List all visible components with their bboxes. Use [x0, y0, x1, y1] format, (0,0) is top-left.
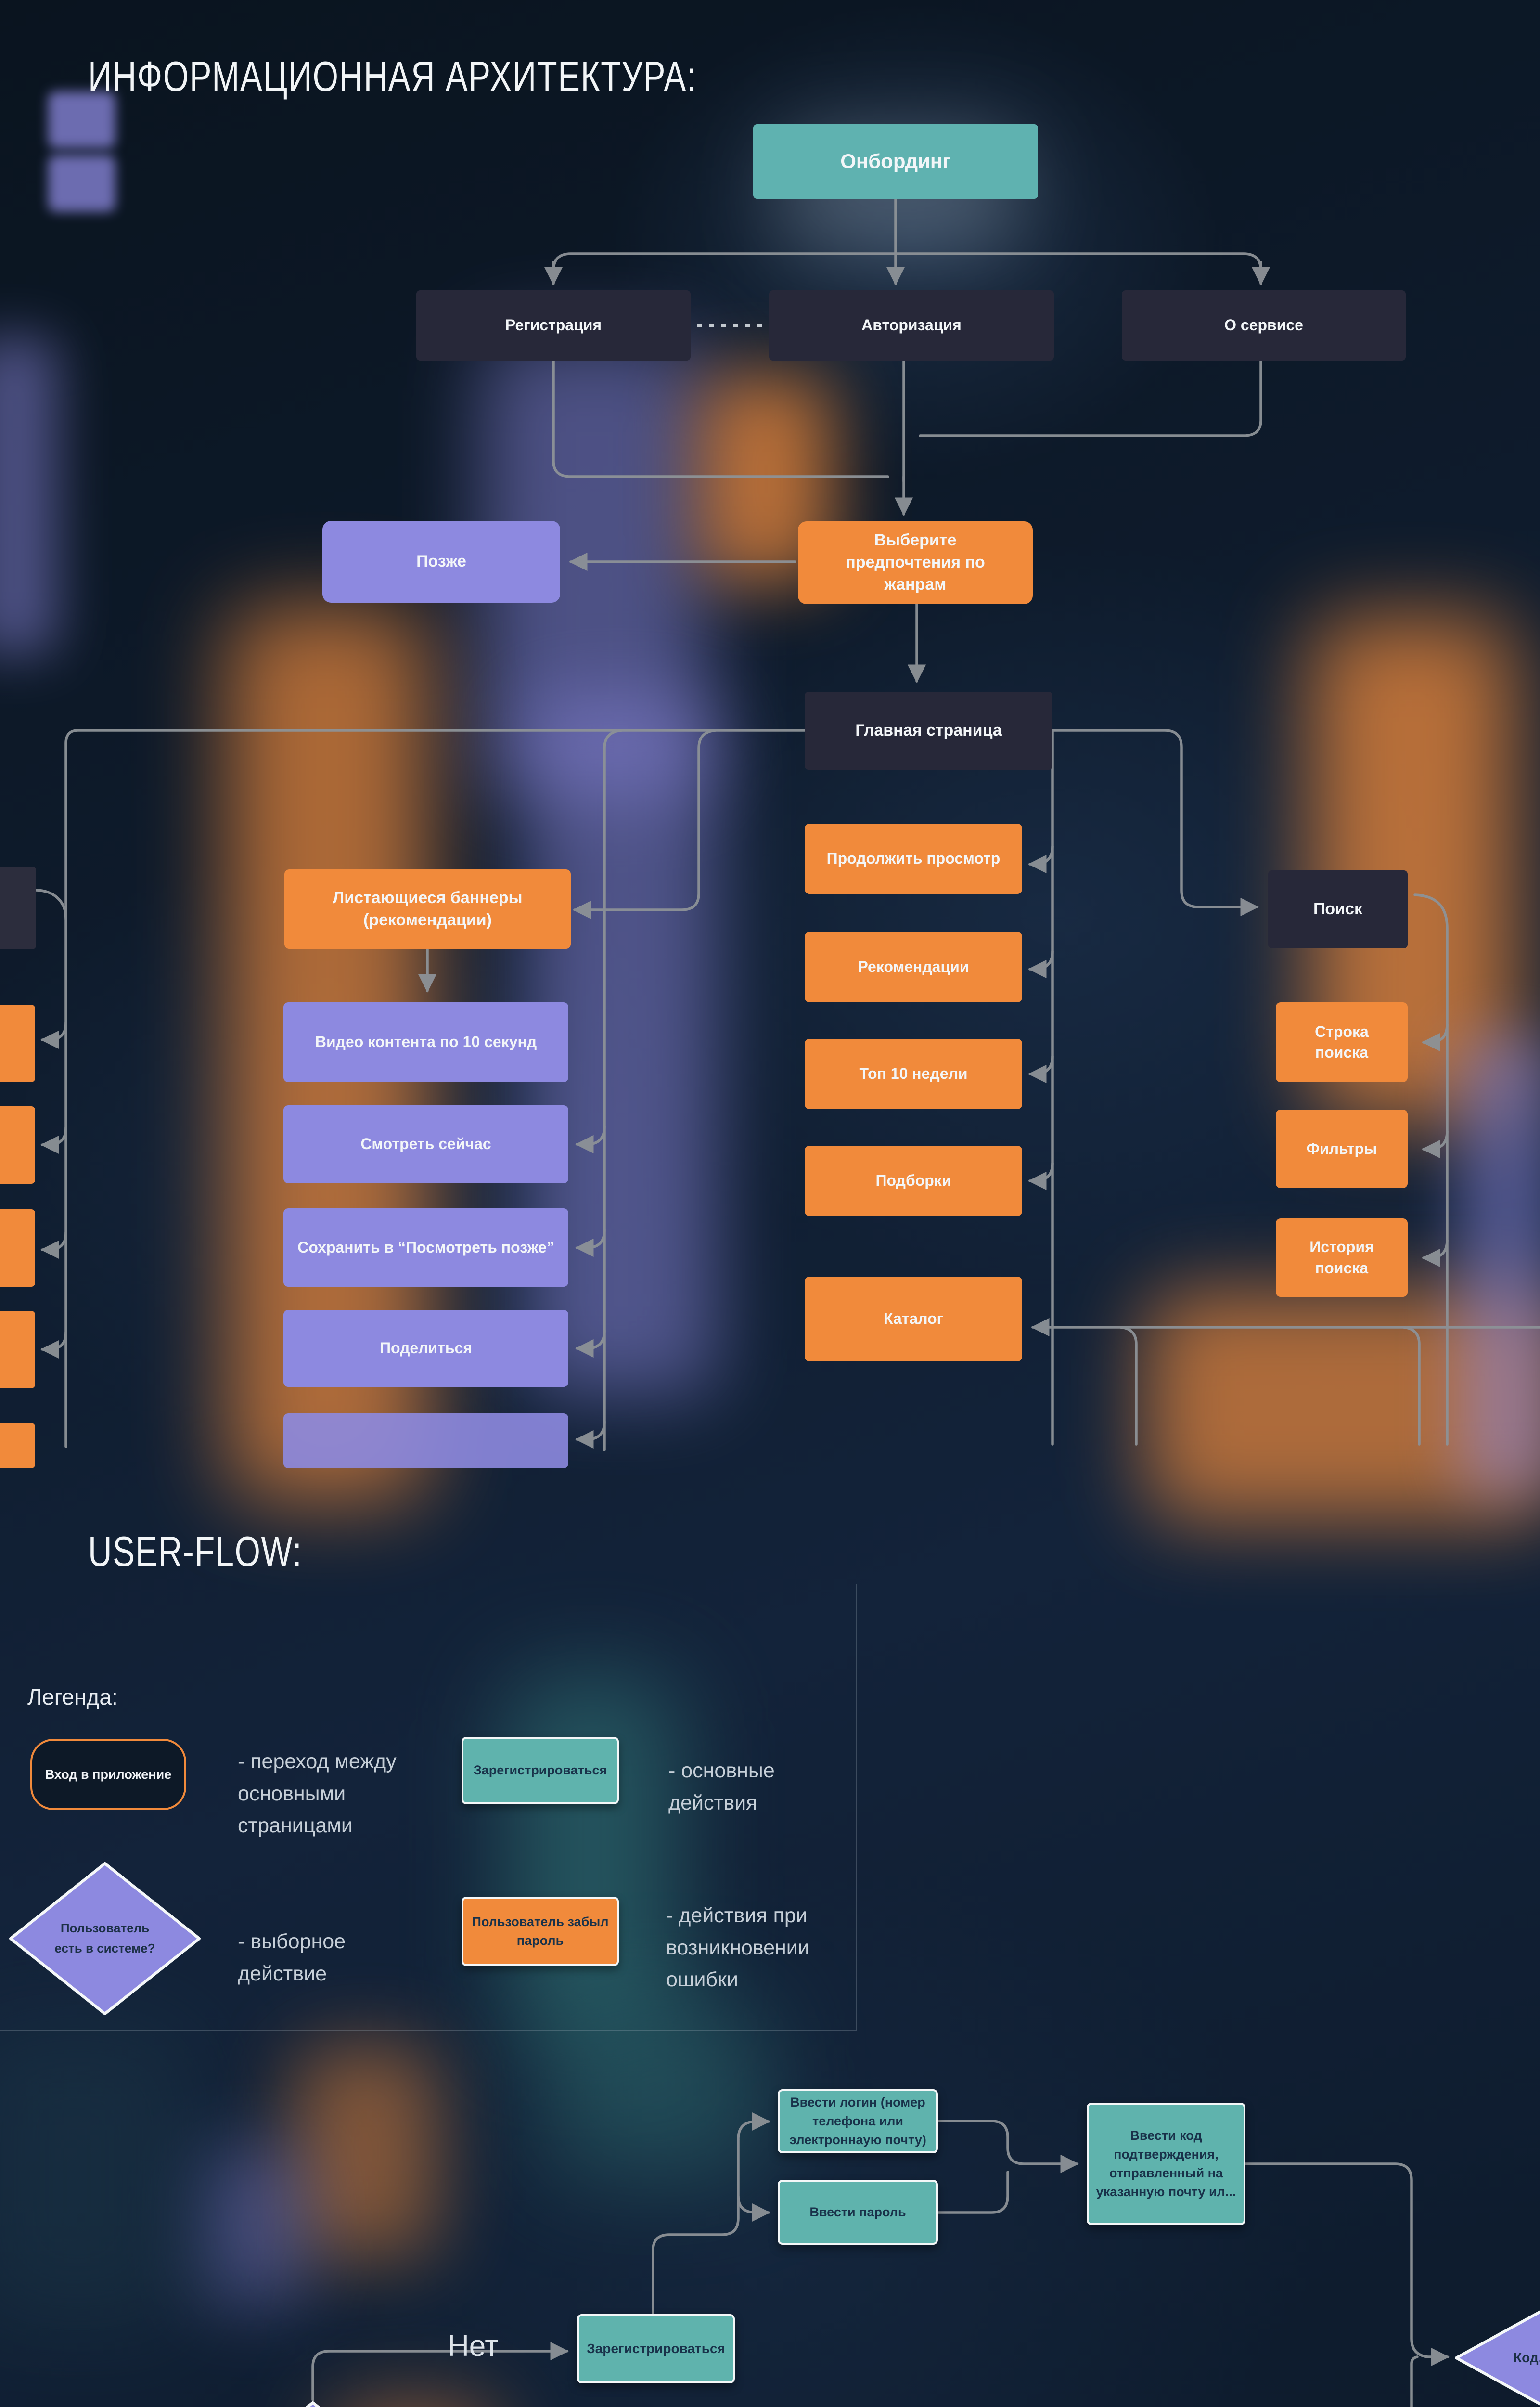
node-search-bar[interactable]: Строка поиска: [1276, 1002, 1408, 1082]
node-search-history[interactable]: История поиска: [1276, 1218, 1408, 1297]
branch-label-no: Нет: [448, 2329, 499, 2363]
node-left-item[interactable]: [0, 1311, 35, 1388]
node-collections[interactable]: Подборки: [805, 1146, 1022, 1216]
node-catalog[interactable]: Каталог: [805, 1277, 1022, 1361]
node-registration[interactable]: Регистрация: [416, 290, 691, 361]
node-cut-off[interactable]: [283, 1413, 568, 1468]
flow-code-label: Код...: [1514, 2350, 1540, 2365]
legend-choice-diamond[interactable]: Пользователь есть в системе?: [8, 1861, 202, 2017]
flow-decision-diamond[interactable]: Пользователь есть в системе?: [216, 2400, 410, 2407]
legend-primary-action[interactable]: Зарегистрироваться: [462, 1737, 619, 1804]
node-top10-week[interactable]: Топ 10 недели: [805, 1039, 1022, 1109]
node-share[interactable]: Поделиться: [283, 1310, 568, 1387]
node-home-page[interactable]: Главная страница: [805, 692, 1052, 770]
node-genre-preferences[interactable]: Выберите предпочтения по жанрам: [798, 521, 1033, 604]
node-banners[interactable]: Листающиеся баннеры (рекомендации): [284, 869, 571, 949]
legend-entry-pill[interactable]: Вход в приложение: [30, 1739, 186, 1810]
flow-enter-password-register[interactable]: Ввести пароль: [778, 2180, 938, 2245]
legend-primary-description: - основные действия: [668, 1759, 775, 1814]
node-authorization[interactable]: Авторизация: [769, 290, 1054, 361]
node-continue-watching[interactable]: Продолжить просмотр: [805, 824, 1022, 894]
flow-enter-login-register[interactable]: Ввести логин (номер телефона или электро…: [778, 2089, 938, 2153]
legend-entry-description: - переход между основными страницами: [238, 1750, 397, 1838]
node-left-item[interactable]: [0, 1106, 35, 1184]
ia-title: ИНФОРМАЦИОННАЯ АРХИТЕКТУРА:: [88, 52, 697, 100]
node-about-service[interactable]: О сервисе: [1122, 290, 1406, 361]
node-left-item[interactable]: [0, 1423, 35, 1468]
legend-panel: [0, 1584, 857, 2031]
node-recommendations[interactable]: Рекомендации: [805, 932, 1022, 1002]
flow-code-diamond[interactable]: Код...: [1453, 2280, 1540, 2407]
node-onboarding[interactable]: Онбординг: [753, 124, 1038, 199]
flow-decision-label: Пользователь есть в системе?: [216, 2400, 410, 2407]
userflow-title: USER-FLOW:: [88, 1527, 303, 1575]
legend-heading: Легенда:: [27, 1684, 118, 1709]
node-later[interactable]: Позже: [322, 521, 560, 603]
legend-error-description: - действия при возникновении ошибки: [666, 1904, 809, 1992]
node-left-item[interactable]: [0, 1005, 35, 1082]
node-left-page[interactable]: [0, 867, 36, 949]
node-save-for-later[interactable]: Сохранить в “Посмотреть позже”: [283, 1208, 568, 1287]
node-filters[interactable]: Фильтры: [1276, 1110, 1408, 1188]
legend-error-action[interactable]: Пользователь забыл пароль: [462, 1897, 619, 1966]
flow-enter-code-register[interactable]: Ввести код подтверждения, отправленный н…: [1087, 2103, 1245, 2225]
legend-choice-label: Пользователь есть в системе?: [54, 1921, 155, 1955]
node-left-item[interactable]: [0, 1209, 35, 1287]
node-watch-now[interactable]: Смотреть сейчас: [283, 1105, 568, 1183]
node-search[interactable]: Поиск: [1268, 870, 1408, 948]
flow-register[interactable]: Зарегистрироваться: [577, 2314, 735, 2383]
legend-choice-description: - выборное действие: [238, 1930, 346, 1985]
node-video-10s[interactable]: Видео контента по 10 секунд: [283, 1002, 568, 1082]
